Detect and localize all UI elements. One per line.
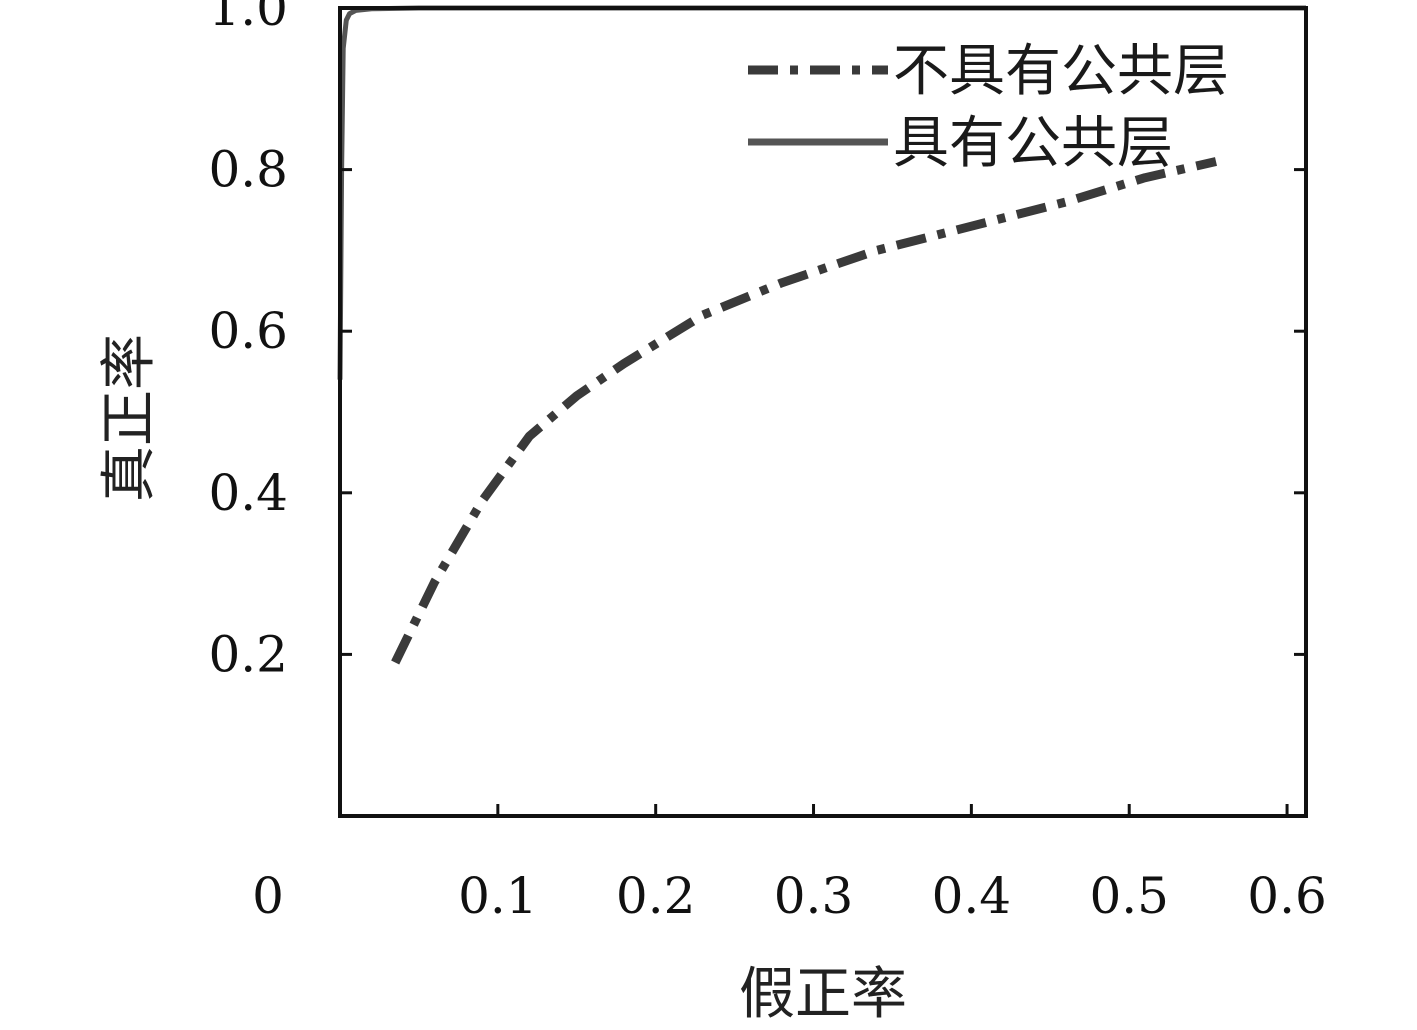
x-tick-label: 0	[252, 867, 284, 925]
x-tick-label: 0.5	[1089, 867, 1169, 925]
x-tick-label: 0.1	[458, 867, 538, 925]
x-tick-label: 0.6	[1247, 867, 1327, 925]
y-tick-label: 0.6	[208, 302, 288, 360]
x-tick-label: 0.4	[932, 867, 1012, 925]
y-tick-label: 0.2	[208, 625, 288, 683]
legend-label-no-shared-layer: 不具有公共层	[893, 39, 1229, 104]
x-axis-title: 假正率	[739, 962, 907, 1027]
plot-frame	[338, 6, 1308, 818]
x-tick-label: 0.3	[774, 867, 854, 925]
ticks-layer: 0 0.1 0.2 0.3 0.4 0.5 0.6 0.2 0.4 0.6 0.8 1.0	[208, 0, 1326, 925]
y-tick-label: 0.4	[208, 464, 288, 522]
legend: 不具有公共层 具有公共层	[748, 39, 1229, 176]
series-line-0	[391, 157, 1218, 665]
y-tick-label: 0.8	[208, 141, 288, 199]
series-layer	[337, 5, 1306, 665]
y-axis-title: 真正率	[97, 334, 162, 502]
legend-label-shared-layer: 具有公共层	[893, 111, 1173, 176]
y-tick-label: 1.0	[208, 0, 288, 37]
x-tick-label: 0.2	[616, 867, 696, 925]
